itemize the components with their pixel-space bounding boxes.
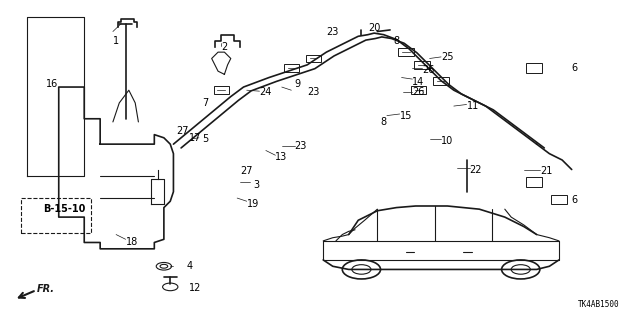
Text: 4: 4 (186, 261, 192, 271)
Text: 18: 18 (125, 237, 138, 247)
Text: 11: 11 (467, 101, 479, 111)
Text: B-15-10: B-15-10 (43, 204, 85, 214)
Bar (414, 61, 429, 69)
Bar (433, 77, 449, 84)
Text: 25: 25 (441, 52, 454, 62)
Text: 2: 2 (221, 42, 227, 52)
Text: 23: 23 (326, 27, 339, 36)
Text: 23: 23 (307, 87, 319, 97)
Text: 16: 16 (46, 79, 58, 89)
Text: 24: 24 (259, 87, 272, 97)
Text: 1: 1 (113, 36, 119, 46)
Bar (284, 64, 299, 72)
Bar (306, 55, 321, 62)
Bar (526, 178, 541, 187)
Text: 23: 23 (294, 141, 307, 151)
Bar (398, 48, 413, 56)
Text: 10: 10 (441, 136, 453, 146)
Text: FR.: FR. (36, 284, 54, 294)
Text: 3: 3 (253, 180, 259, 190)
Text: 17: 17 (189, 133, 202, 143)
Text: 27: 27 (177, 126, 189, 136)
Text: 7: 7 (202, 98, 209, 108)
Text: 19: 19 (246, 199, 259, 209)
Bar (214, 86, 229, 94)
Text: 9: 9 (294, 79, 301, 89)
Text: 13: 13 (275, 152, 287, 162)
Text: TK4AB1500: TK4AB1500 (578, 300, 620, 309)
Text: 8: 8 (381, 117, 387, 127)
Text: 20: 20 (368, 23, 380, 33)
Text: 6: 6 (572, 63, 578, 73)
Text: 27: 27 (241, 166, 253, 176)
Bar (411, 86, 426, 94)
Text: 14: 14 (412, 77, 425, 87)
Text: 8: 8 (394, 36, 399, 46)
Text: 22: 22 (470, 164, 483, 174)
Text: 6: 6 (572, 195, 578, 205)
Bar (20, 198, 91, 233)
Bar (551, 195, 567, 204)
Text: 21: 21 (540, 166, 552, 176)
Text: 12: 12 (189, 284, 202, 293)
Bar (526, 63, 541, 73)
Text: 5: 5 (202, 134, 209, 144)
Text: 26: 26 (412, 87, 425, 97)
Text: 15: 15 (399, 111, 412, 121)
Text: 26: 26 (422, 65, 435, 75)
